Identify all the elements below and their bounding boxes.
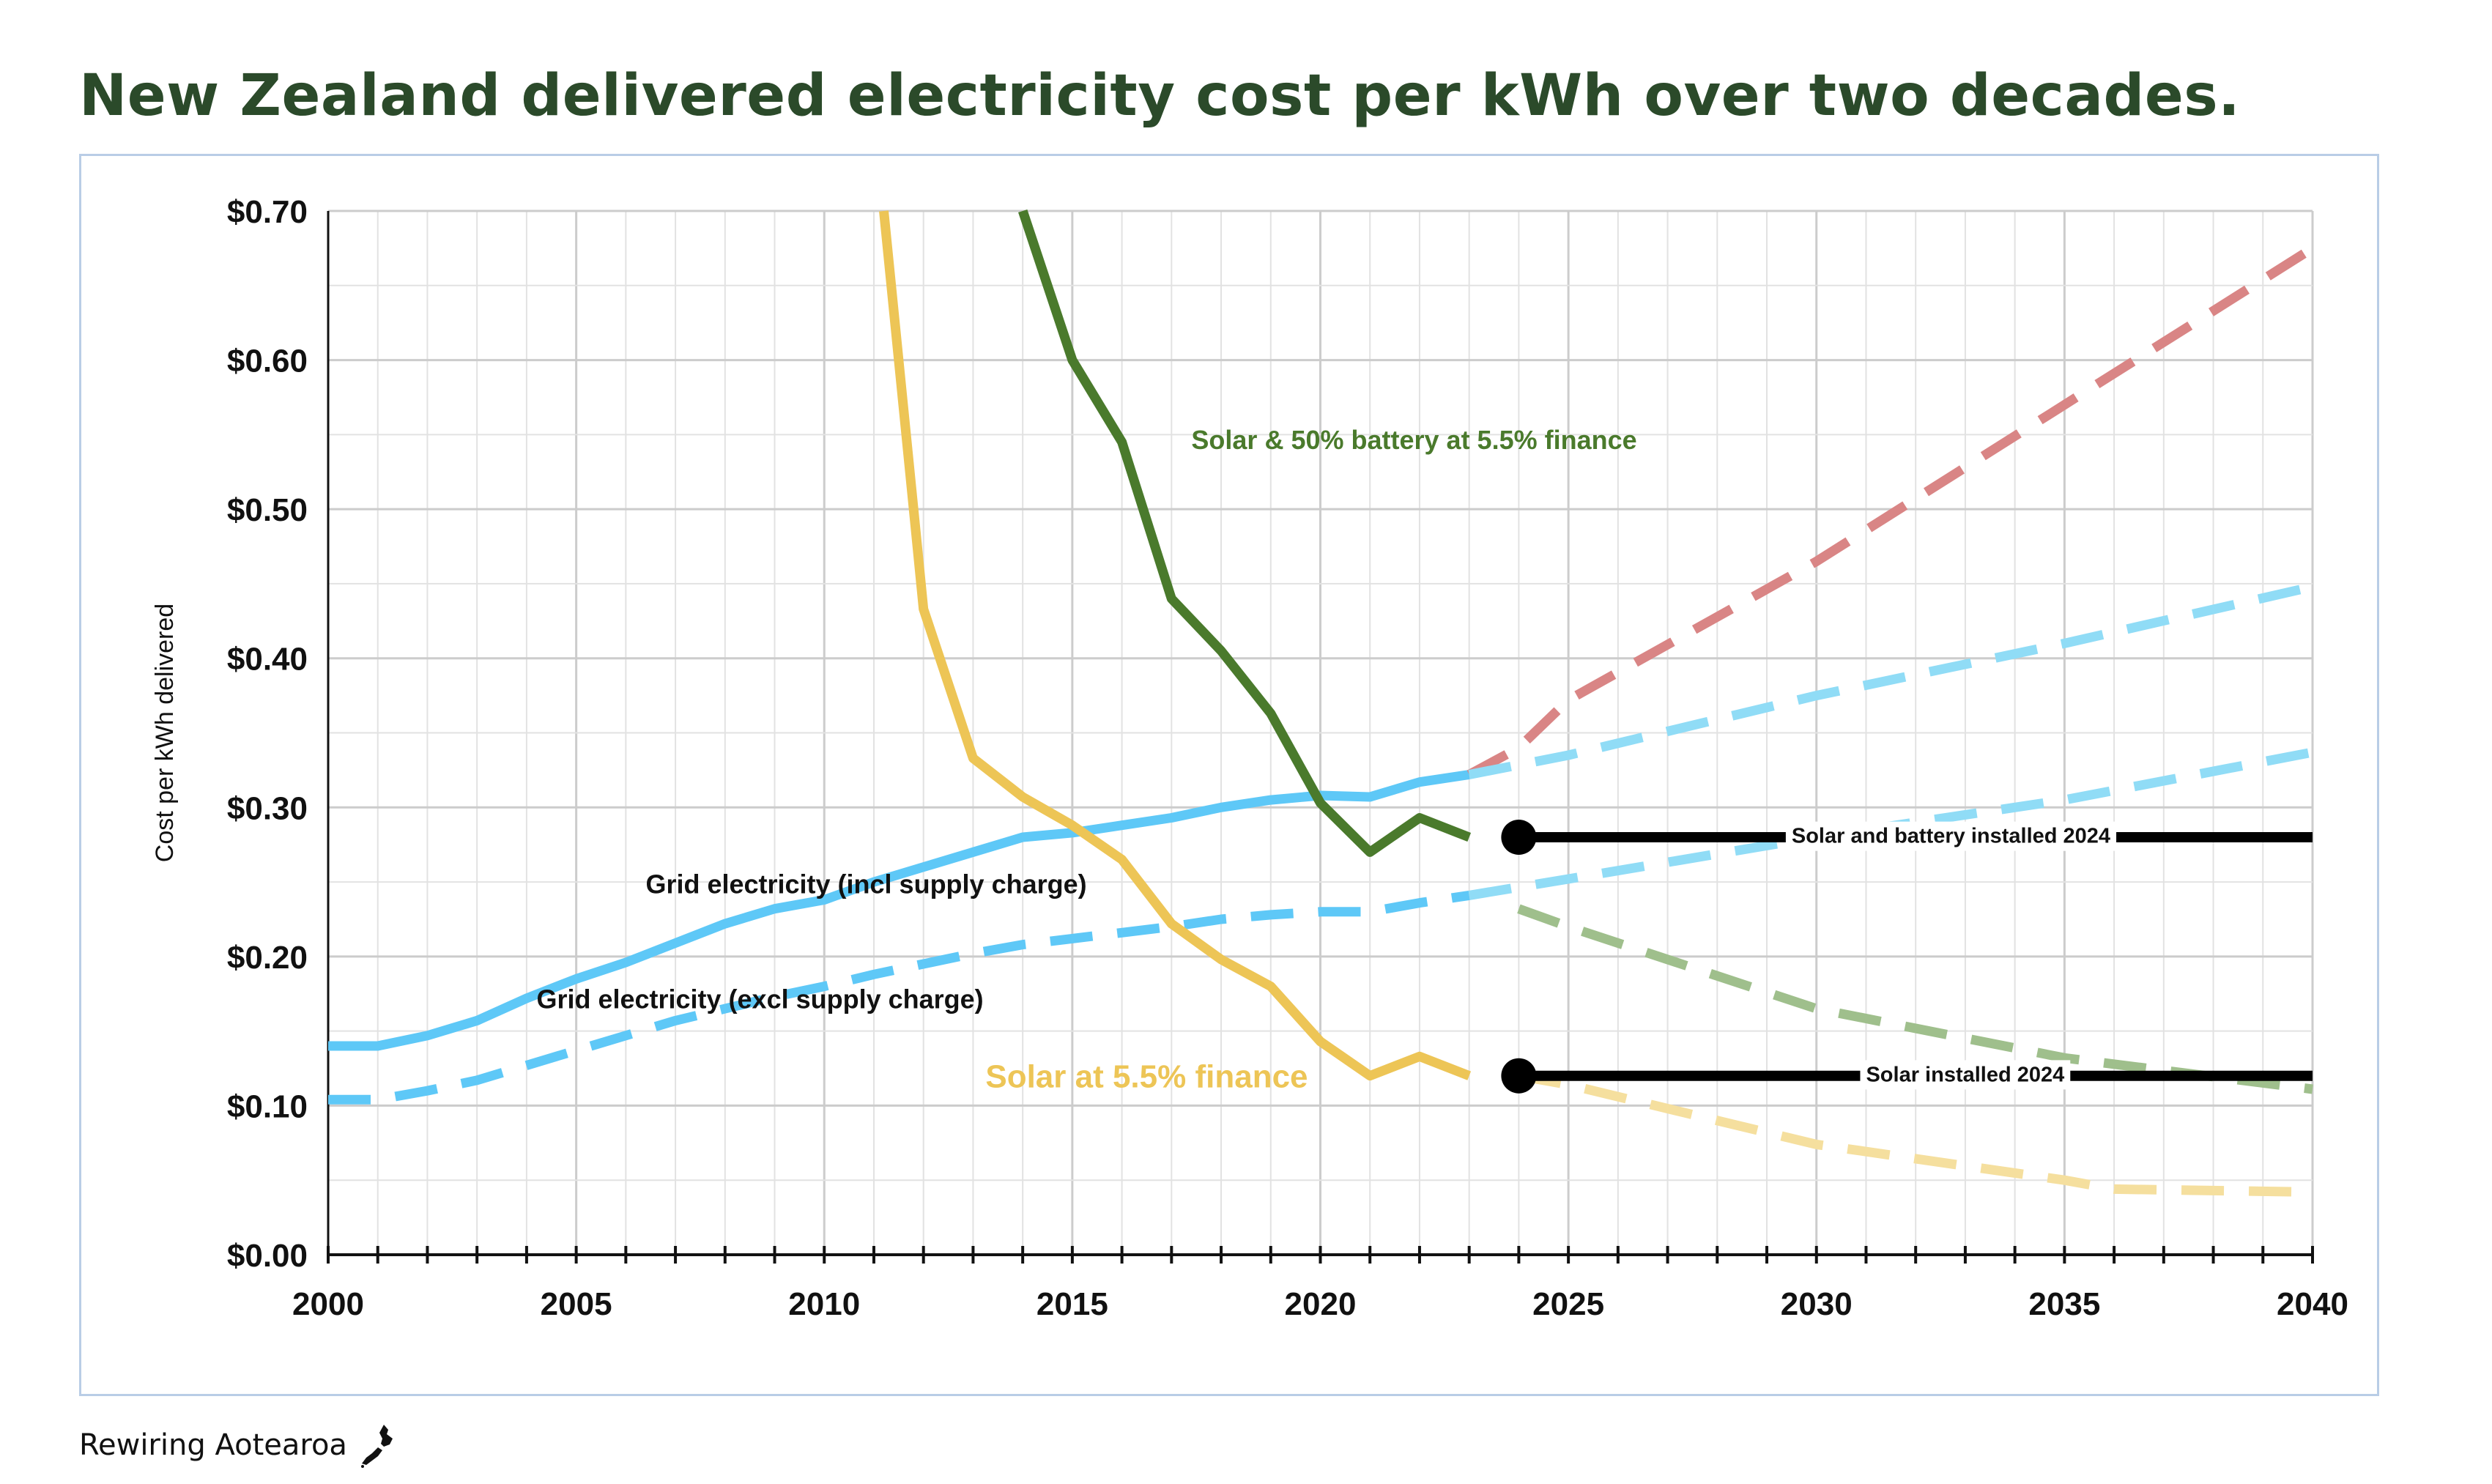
series-line-grid-electricity-excl-supply-charge [328, 890, 1470, 1105]
y-tick-label: $0.00 [227, 1238, 308, 1274]
series-line-solar-and-battery-installed-2024-falling-cost-projection [1517, 904, 2313, 1094]
x-tick-label: 2040 [2277, 1286, 2348, 1322]
footer: Rewiring Aotearoa [79, 1422, 397, 1468]
annotation-label: Solar and battery installed 2024 [1792, 825, 2110, 848]
axes: 2000 2005 2010 2015 2020 2025 2030 2035 2040 $0.0… [151, 194, 2348, 1322]
x-tick-label: 2025 [1532, 1286, 1604, 1322]
series-marker-solar-installed-2024 [1501, 1058, 1537, 1094]
series-line-grid-electricity-incl-supply-charge-projection-high [1466, 244, 2315, 779]
x-tick-label: 2030 [1781, 1286, 1853, 1322]
annotation-label-bg [1860, 1060, 2071, 1090]
x-tick-label: 2000 [292, 1286, 364, 1322]
chart-frame: 2000 2005 2010 2015 2020 2025 2030 2035 2040 $0.0… [79, 154, 2379, 1396]
series-line-solar-50-battery-at-5-5-finance [1018, 209, 1472, 857]
y-tick-label: $0.50 [227, 492, 308, 528]
x-tick-label: 2010 [788, 1286, 860, 1322]
annotation-label: Solar installed 2024 [1866, 1063, 2064, 1086]
y-tick-label: $0.70 [227, 194, 308, 230]
chart: 2000 2005 2010 2015 2020 2025 2030 2035 2040 $0.0… [151, 194, 2348, 1322]
series-line-solar-at-5-5-finance [879, 210, 1472, 1081]
y-tick-label: $0.40 [227, 642, 308, 678]
series-line-solar-installed-2024-falling-cost-projection [1518, 1071, 2313, 1197]
x-tick-label: 2005 [541, 1286, 612, 1322]
y-tick-label: $0.30 [227, 790, 308, 826]
annotation-label: Solar & 50% battery at 5.5% finance [1191, 425, 1636, 455]
annotation-label: Solar at 5.5% finance [985, 1058, 1308, 1094]
footer-brand: Rewiring Aotearoa [79, 1428, 347, 1462]
annotation-label-bg [1785, 821, 2117, 851]
x-tick-label: 2020 [1285, 1286, 1357, 1322]
page-title: New Zealand delivered electricity cost p… [79, 63, 2241, 129]
gridlines [327, 209, 2314, 1256]
annotation-label: Grid electricity (excl supply charge) [536, 984, 983, 1014]
annotation-label: Grid electricity (incl supply charge) [645, 869, 1086, 899]
x-tick-label: 2015 [1037, 1286, 1108, 1322]
y-tick-label: $0.60 [227, 344, 308, 379]
annotations: Solar & 50% battery at 5.5% finance Grid … [536, 425, 2117, 1094]
y-axis-title: Cost per kWh delivered [151, 604, 179, 862]
series-line-grid-electricity-incl-supply-charge [328, 770, 1470, 1051]
y-tick-label: $0.20 [227, 940, 308, 976]
x-tick-label: 2035 [2028, 1286, 2100, 1322]
new-zealand-map-icon [360, 1425, 393, 1468]
series-line-grid-electricity-incl-supply-charge-projection [1468, 582, 2314, 779]
y-tick-label: $0.10 [227, 1088, 308, 1124]
series-marker-solar-and-battery-installed-2024 [1501, 820, 1537, 855]
